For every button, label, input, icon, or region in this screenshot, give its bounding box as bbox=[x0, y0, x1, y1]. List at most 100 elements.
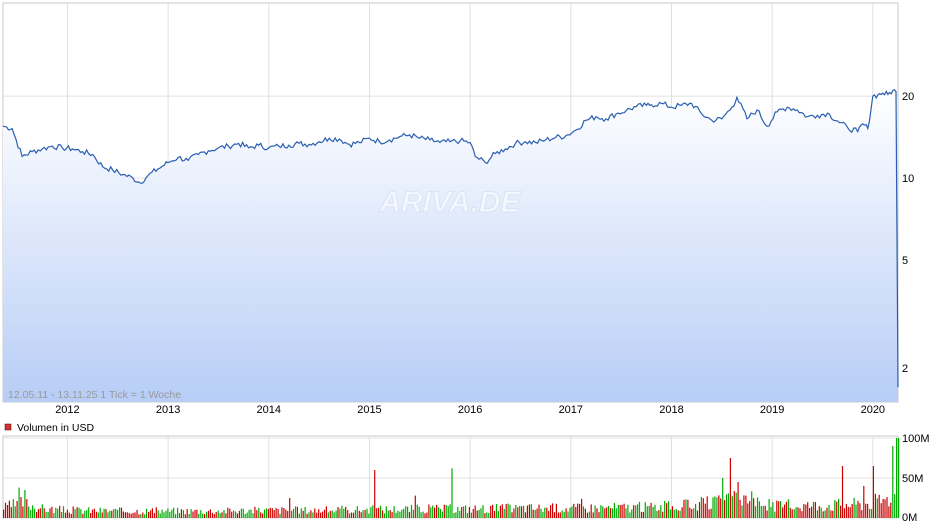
volume-bar bbox=[320, 512, 322, 518]
volume-bar bbox=[621, 504, 623, 518]
volume-bar bbox=[716, 497, 718, 518]
volume-bar bbox=[463, 506, 465, 518]
volume-bar bbox=[383, 513, 385, 518]
volume-bar bbox=[569, 507, 571, 518]
volume-bar bbox=[43, 508, 45, 518]
volume-bar bbox=[495, 504, 498, 518]
volume-bar bbox=[778, 501, 780, 518]
volume-bar bbox=[57, 508, 59, 518]
volume-bar bbox=[175, 514, 177, 518]
volume-bar bbox=[117, 509, 119, 518]
volume-bar bbox=[696, 510, 699, 518]
volume-bar bbox=[8, 500, 10, 518]
volume-bar bbox=[352, 512, 355, 518]
volume-bar bbox=[269, 507, 271, 518]
volume-bar bbox=[658, 510, 660, 518]
volume-bar bbox=[349, 513, 351, 518]
volume-bar bbox=[679, 510, 681, 518]
volume-bar bbox=[546, 507, 548, 518]
volume-bar bbox=[279, 513, 281, 518]
price-tick-label: 10 bbox=[902, 173, 914, 185]
volume-bar bbox=[281, 507, 283, 518]
volume-bar bbox=[494, 510, 496, 518]
volume-bar bbox=[432, 505, 434, 518]
volume-bar bbox=[548, 510, 550, 518]
volume-bar bbox=[163, 512, 165, 518]
volume-bar bbox=[55, 507, 57, 518]
volume-bar bbox=[874, 493, 876, 518]
volume-bar bbox=[408, 511, 411, 518]
volume-bar bbox=[30, 510, 32, 518]
volume-bar bbox=[635, 505, 637, 518]
volume-bar bbox=[289, 498, 291, 518]
volume-bar bbox=[368, 513, 370, 518]
volume-bar bbox=[521, 506, 523, 518]
volume-bar bbox=[300, 508, 302, 518]
volume-bar bbox=[638, 501, 641, 518]
volume-bar bbox=[741, 505, 743, 518]
volume-bar bbox=[20, 497, 22, 518]
volume-bar bbox=[294, 506, 297, 518]
volume-bar bbox=[436, 504, 438, 518]
volume-bar bbox=[708, 509, 710, 518]
volume-bar bbox=[308, 512, 310, 518]
volume-bar bbox=[600, 505, 602, 518]
volume-bar bbox=[6, 505, 9, 518]
volume-bar bbox=[882, 498, 884, 518]
volume-bar bbox=[872, 466, 874, 518]
volume-bar bbox=[124, 512, 126, 518]
volume-bar bbox=[735, 492, 737, 518]
volume-bar bbox=[501, 504, 503, 518]
volume-bar bbox=[254, 506, 256, 518]
volume-bar bbox=[602, 506, 604, 518]
volume-bar bbox=[888, 506, 890, 518]
volume-bar bbox=[536, 508, 538, 518]
volume-bar bbox=[457, 506, 459, 518]
price-tick-label: 2 bbox=[902, 363, 908, 375]
volume-bar bbox=[652, 506, 654, 518]
volume-bar bbox=[401, 509, 403, 518]
volume-bar bbox=[608, 505, 610, 518]
volume-bar bbox=[354, 510, 356, 518]
volume-bar bbox=[405, 506, 407, 518]
volume-bar bbox=[689, 507, 691, 518]
volume-bar bbox=[318, 509, 320, 518]
volume-bar bbox=[693, 508, 695, 518]
volume-bar bbox=[795, 507, 797, 518]
volume-bar bbox=[764, 505, 766, 518]
volume-bar bbox=[12, 499, 14, 518]
volume-bar bbox=[4, 502, 7, 518]
volume-bar bbox=[637, 504, 639, 518]
volume-bar bbox=[219, 513, 221, 518]
volume-bar bbox=[486, 512, 488, 518]
volume-bar bbox=[451, 468, 453, 518]
volume-bar bbox=[870, 509, 873, 518]
volume-bar bbox=[24, 490, 26, 518]
volume-bar bbox=[876, 498, 878, 518]
volume-bar bbox=[82, 513, 84, 518]
volume-bar bbox=[760, 505, 762, 518]
volume-bar bbox=[186, 509, 188, 518]
volume-bar bbox=[816, 510, 818, 518]
volume-bar bbox=[472, 508, 474, 518]
volume-bar bbox=[223, 510, 225, 518]
volume-bar bbox=[350, 512, 353, 518]
volume-bar bbox=[577, 503, 579, 518]
year-tick-label: 2017 bbox=[559, 404, 583, 416]
volume-bar bbox=[39, 508, 41, 518]
volume-bar bbox=[811, 506, 813, 518]
volume-bar bbox=[687, 499, 689, 518]
volume-bar bbox=[774, 511, 776, 518]
watermark-logo: ARIVA.DE bbox=[378, 186, 521, 219]
volume-bar bbox=[339, 508, 341, 518]
volume-bar bbox=[115, 508, 117, 518]
volume-bar bbox=[611, 508, 614, 518]
volume-bar bbox=[142, 512, 144, 518]
volume-bar bbox=[714, 496, 716, 518]
volume-bar bbox=[18, 487, 20, 518]
volume-bar bbox=[246, 512, 248, 518]
volume-bar bbox=[267, 509, 269, 518]
volume-bar bbox=[213, 514, 215, 518]
volume-bar bbox=[466, 513, 469, 518]
